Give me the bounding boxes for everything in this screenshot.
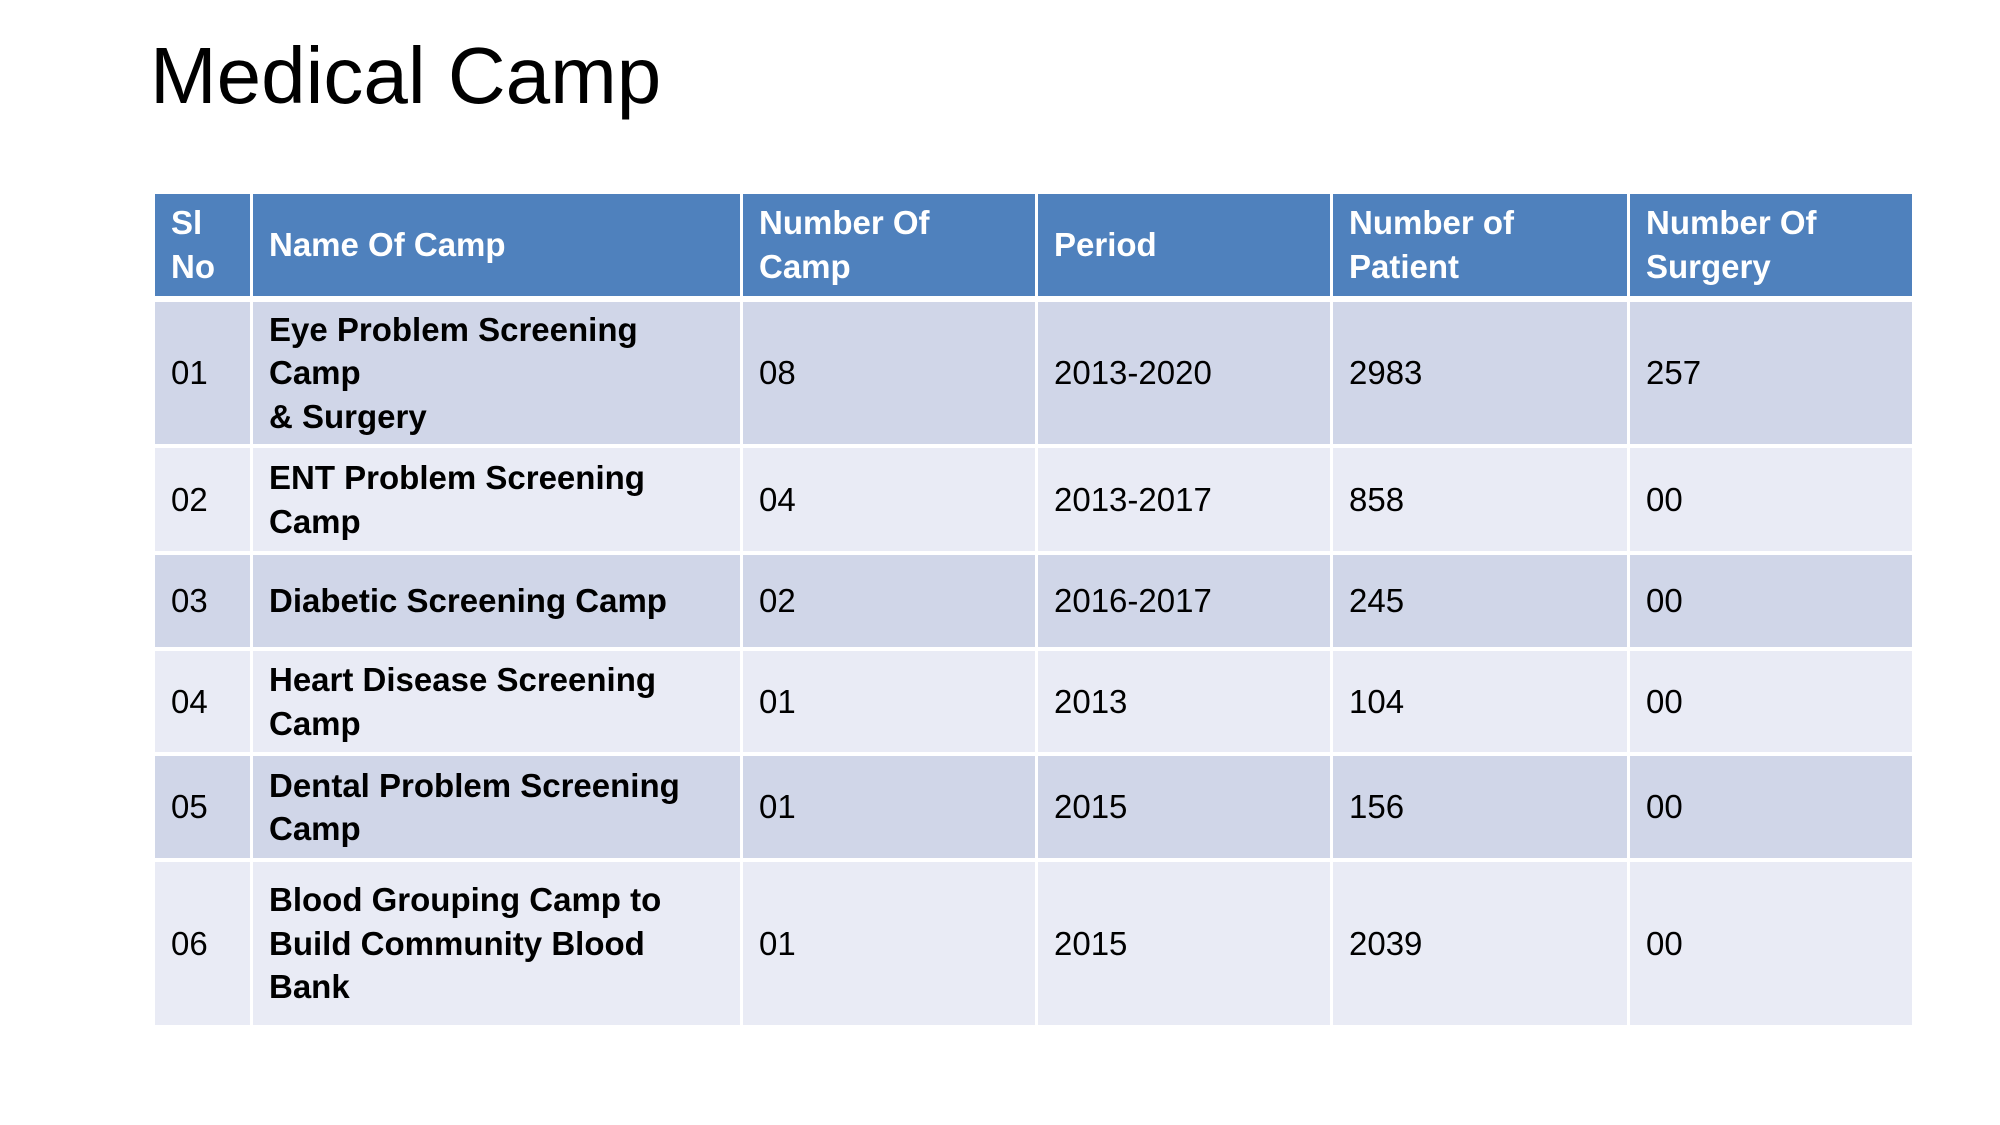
cell-sl-no: 05 [152, 752, 253, 863]
table-header: Sl No Name Of Camp Number Of Camp Period… [152, 191, 1915, 302]
cell-number-of-patient: 104 [1330, 647, 1630, 757]
cell-camp-name: Dental Problem Screening Camp [250, 752, 743, 863]
cell-camp-name: Heart Disease Screening Camp [250, 647, 743, 757]
cell-sl-no: 04 [152, 647, 253, 757]
column-header-period: Period [1035, 191, 1333, 302]
cell-number-of-surgery: 00 [1627, 647, 1915, 757]
cell-period: 2015 [1035, 752, 1333, 863]
cell-camp-name: Eye Problem Screening Camp & Surgery [250, 297, 743, 449]
table-row: 01 Eye Problem Screening Camp & Surgery … [152, 297, 1915, 449]
table-row: 04 Heart Disease Screening Camp 01 2013 … [152, 647, 1915, 757]
cell-sl-no: 02 [152, 444, 253, 556]
cell-number-of-patient: 2983 [1330, 297, 1630, 449]
cell-period: 2013-2017 [1035, 444, 1333, 556]
table-body: 01 Eye Problem Screening Camp & Surgery … [152, 297, 1915, 1030]
cell-number-of-patient: 156 [1330, 752, 1630, 863]
cell-number-of-camp: 08 [740, 297, 1038, 449]
cell-camp-name: Blood Grouping Camp to Build Community B… [250, 858, 743, 1030]
table-row: 03 Diabetic Screening Camp 02 2016-2017 … [152, 551, 1915, 652]
cell-number-of-patient: 858 [1330, 444, 1630, 556]
cell-sl-no: 01 [152, 297, 253, 449]
cell-number-of-surgery: 257 [1627, 297, 1915, 449]
cell-number-of-surgery: 00 [1627, 752, 1915, 863]
cell-number-of-surgery: 00 [1627, 551, 1915, 652]
cell-number-of-surgery: 00 [1627, 858, 1915, 1030]
page-title: Medical Camp [150, 31, 662, 120]
cell-period: 2013-2020 [1035, 297, 1333, 449]
cell-period: 2016-2017 [1035, 551, 1333, 652]
column-header-number-of-patient: Number of Patient [1330, 191, 1630, 302]
column-header-number-of-surgery: Number Of Surgery [1627, 191, 1915, 302]
cell-camp-name: Diabetic Screening Camp [250, 551, 743, 652]
cell-number-of-camp: 02 [740, 551, 1038, 652]
cell-number-of-camp: 04 [740, 444, 1038, 556]
cell-sl-no: 03 [152, 551, 253, 652]
column-header-sl-no: Sl No [152, 191, 253, 302]
medical-camp-table: Sl No Name Of Camp Number Of Camp Period… [152, 191, 1915, 1030]
table-row: 06 Blood Grouping Camp to Build Communit… [152, 858, 1915, 1030]
cell-sl-no: 06 [152, 858, 253, 1030]
cell-number-of-surgery: 00 [1627, 444, 1915, 556]
cell-number-of-patient: 2039 [1330, 858, 1630, 1030]
cell-number-of-camp: 01 [740, 647, 1038, 757]
cell-period: 2013 [1035, 647, 1333, 757]
table-row: 02 ENT Problem Screening Camp 04 2013-20… [152, 444, 1915, 556]
cell-camp-name: ENT Problem Screening Camp [250, 444, 743, 556]
table-row: 05 Dental Problem Screening Camp 01 2015… [152, 752, 1915, 863]
table-header-row: Sl No Name Of Camp Number Of Camp Period… [152, 191, 1915, 302]
column-header-name-of-camp: Name Of Camp [250, 191, 743, 302]
cell-number-of-camp: 01 [740, 752, 1038, 863]
cell-number-of-camp: 01 [740, 858, 1038, 1030]
cell-period: 2015 [1035, 858, 1333, 1030]
column-header-number-of-camp: Number Of Camp [740, 191, 1038, 302]
cell-number-of-patient: 245 [1330, 551, 1630, 652]
